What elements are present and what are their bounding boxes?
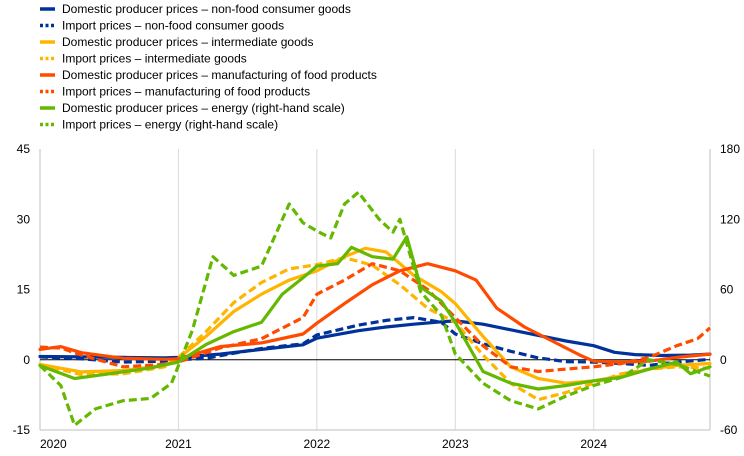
x-tick-2022: 2022 [304,437,331,451]
x-tick-2021: 2021 [165,437,192,451]
legend-label-7: Import prices – energy (right-hand scale… [62,118,278,132]
axes: -15 0 15 30 45 -60 0 60 120 180 2020 2021 2022 2023 20… [13,142,741,451]
series-line-6 [38,235,712,391]
series-lines [38,190,712,427]
legend: Domestic producer prices – non-food cons… [40,2,377,132]
y-right-tick-60: 60 [720,283,734,297]
y-right-tick-0: 0 [720,353,727,367]
y-left-tick-15: 15 [17,283,31,297]
y-right-tick--60: -60 [720,423,738,437]
y-left-tick-45: 45 [17,142,31,156]
x-tick-2024: 2024 [580,437,607,451]
legend-label-2: Domestic producer prices – intermediate … [62,35,313,49]
y-left-tick-30: 30 [17,212,31,226]
legend-label-0: Domestic producer prices – non-food cons… [62,2,351,16]
legend-label-5: Import prices – manufacturing of food pr… [62,85,310,99]
legend-label-1: Import prices – non-food consumer goods [62,19,284,33]
series-line-4 [38,262,712,364]
y-left-tick--15: -15 [13,423,31,437]
x-tick-2020: 2020 [40,437,67,451]
y-left-tick-0: 0 [23,353,30,367]
series-line-7 [38,190,711,427]
series-line-0 [38,319,712,360]
grid-lines [177,149,595,430]
series-line-5 [39,262,712,374]
x-tick-2023: 2023 [442,437,469,451]
legend-label-3: Import prices – intermediate goods [62,52,247,66]
legend-label-6: Domestic producer prices – energy (right… [62,101,345,115]
y-right-tick-120: 120 [720,212,740,226]
y-right-tick-180: 180 [720,142,740,156]
legend-label-4: Domestic producer prices – manufacturing… [62,68,377,82]
